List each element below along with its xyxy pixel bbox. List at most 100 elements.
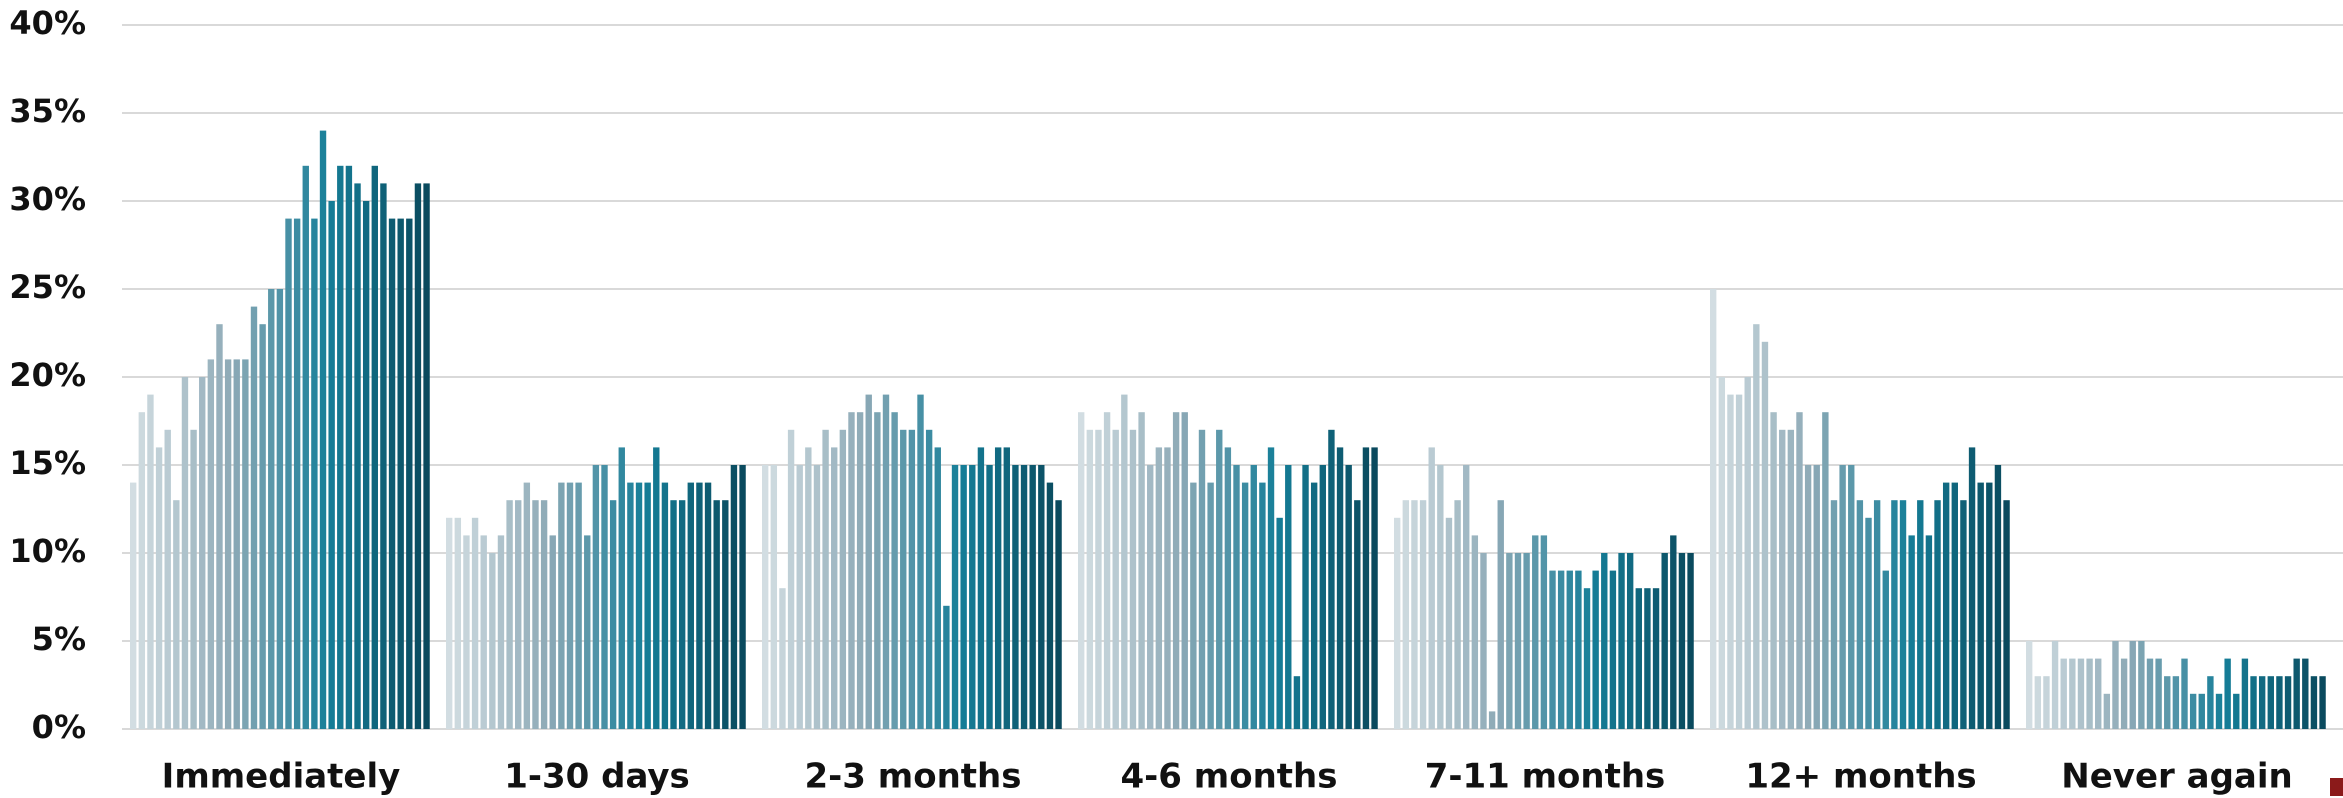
bar: [1038, 465, 1045, 729]
bar: [1095, 429, 1102, 729]
bar: [874, 412, 881, 729]
bar: [575, 482, 582, 729]
bar: [523, 482, 531, 729]
bar: [1020, 465, 1028, 729]
bar: [1336, 447, 1344, 729]
bar: [515, 500, 522, 729]
bar: [199, 377, 206, 729]
bar: [1609, 570, 1617, 729]
y-tick-label: 0%: [32, 708, 86, 746]
bar: [934, 447, 941, 729]
bar: [831, 447, 838, 729]
bar: [1908, 535, 1915, 729]
bar: [181, 377, 189, 729]
bar: [2258, 676, 2266, 729]
bar: [1951, 482, 1958, 729]
bar: [532, 500, 539, 729]
bar: [138, 412, 146, 729]
bar: [704, 482, 712, 729]
bar: [302, 165, 309, 730]
bar: [2164, 676, 2171, 729]
bar: [900, 429, 907, 729]
bar: [242, 359, 249, 729]
bar: [1328, 429, 1335, 729]
y-tick-label: 15%: [9, 444, 86, 482]
corner-marker: [2330, 778, 2343, 796]
bar: [713, 500, 720, 729]
bar: [960, 465, 967, 729]
bar: [414, 183, 422, 729]
bar: [406, 218, 413, 729]
bar: [822, 429, 829, 729]
bar: [1267, 447, 1275, 729]
bar: [354, 183, 361, 729]
bar: [1003, 447, 1010, 729]
bar: [687, 482, 694, 729]
bar: [848, 412, 855, 729]
bar: [1873, 500, 1881, 729]
bar: [423, 183, 430, 729]
bar: [2003, 500, 2010, 729]
bar: [1761, 341, 1769, 729]
bar: [2189, 693, 2197, 729]
bar: [1480, 553, 1487, 729]
bar: [951, 465, 959, 729]
bar: [1575, 570, 1582, 729]
bar: [224, 359, 232, 729]
bar: [285, 218, 292, 729]
bar: [1164, 447, 1171, 729]
bar: [2250, 676, 2257, 729]
bar: [1687, 553, 1694, 729]
y-tick-label: 20%: [9, 356, 86, 394]
bar: [1488, 711, 1496, 729]
y-tick-label: 25%: [9, 268, 86, 306]
bar: [635, 482, 643, 729]
bar: [173, 500, 180, 729]
bar: [1181, 412, 1188, 729]
bar: [653, 447, 660, 729]
bar: [1155, 447, 1163, 729]
bar: [155, 447, 163, 729]
bar: [1540, 535, 1548, 729]
bar: [813, 465, 821, 729]
bar: [147, 394, 154, 729]
bar: [549, 535, 556, 729]
bar: [2095, 658, 2102, 729]
bar: [2129, 641, 2136, 729]
bar: [1532, 535, 1539, 729]
bar: [259, 324, 266, 729]
bar: [1753, 324, 1760, 729]
bar: [164, 429, 171, 729]
bar: [463, 535, 470, 729]
bar: [1994, 465, 2002, 729]
bar: [739, 465, 746, 729]
bar: [1770, 412, 1777, 729]
bar: [1029, 465, 1036, 729]
bar: [2077, 658, 2085, 729]
bar: [2043, 676, 2050, 729]
x-tick-label: Immediately: [162, 757, 401, 797]
bar: [250, 306, 258, 729]
bar: [1670, 535, 1677, 729]
bar: [2120, 658, 2128, 729]
bar: [2310, 676, 2318, 729]
bar: [1207, 482, 1214, 729]
bar: [1942, 482, 1950, 729]
bar: [1138, 412, 1145, 729]
bar: [2026, 641, 2033, 729]
bar: [397, 218, 404, 729]
bar: [592, 465, 600, 729]
bar: [540, 500, 548, 729]
bar: [609, 500, 617, 729]
bar: [839, 429, 847, 729]
bar: [1086, 429, 1094, 729]
bar: [558, 482, 565, 729]
x-tick-label: 4-6 months: [1121, 757, 1338, 797]
bar: [1445, 517, 1453, 729]
bar: [1557, 570, 1565, 729]
bar: [293, 218, 301, 729]
bar: [762, 465, 769, 729]
bar: [1626, 553, 1634, 729]
bar: [1813, 465, 1820, 729]
bar: [2146, 658, 2154, 729]
